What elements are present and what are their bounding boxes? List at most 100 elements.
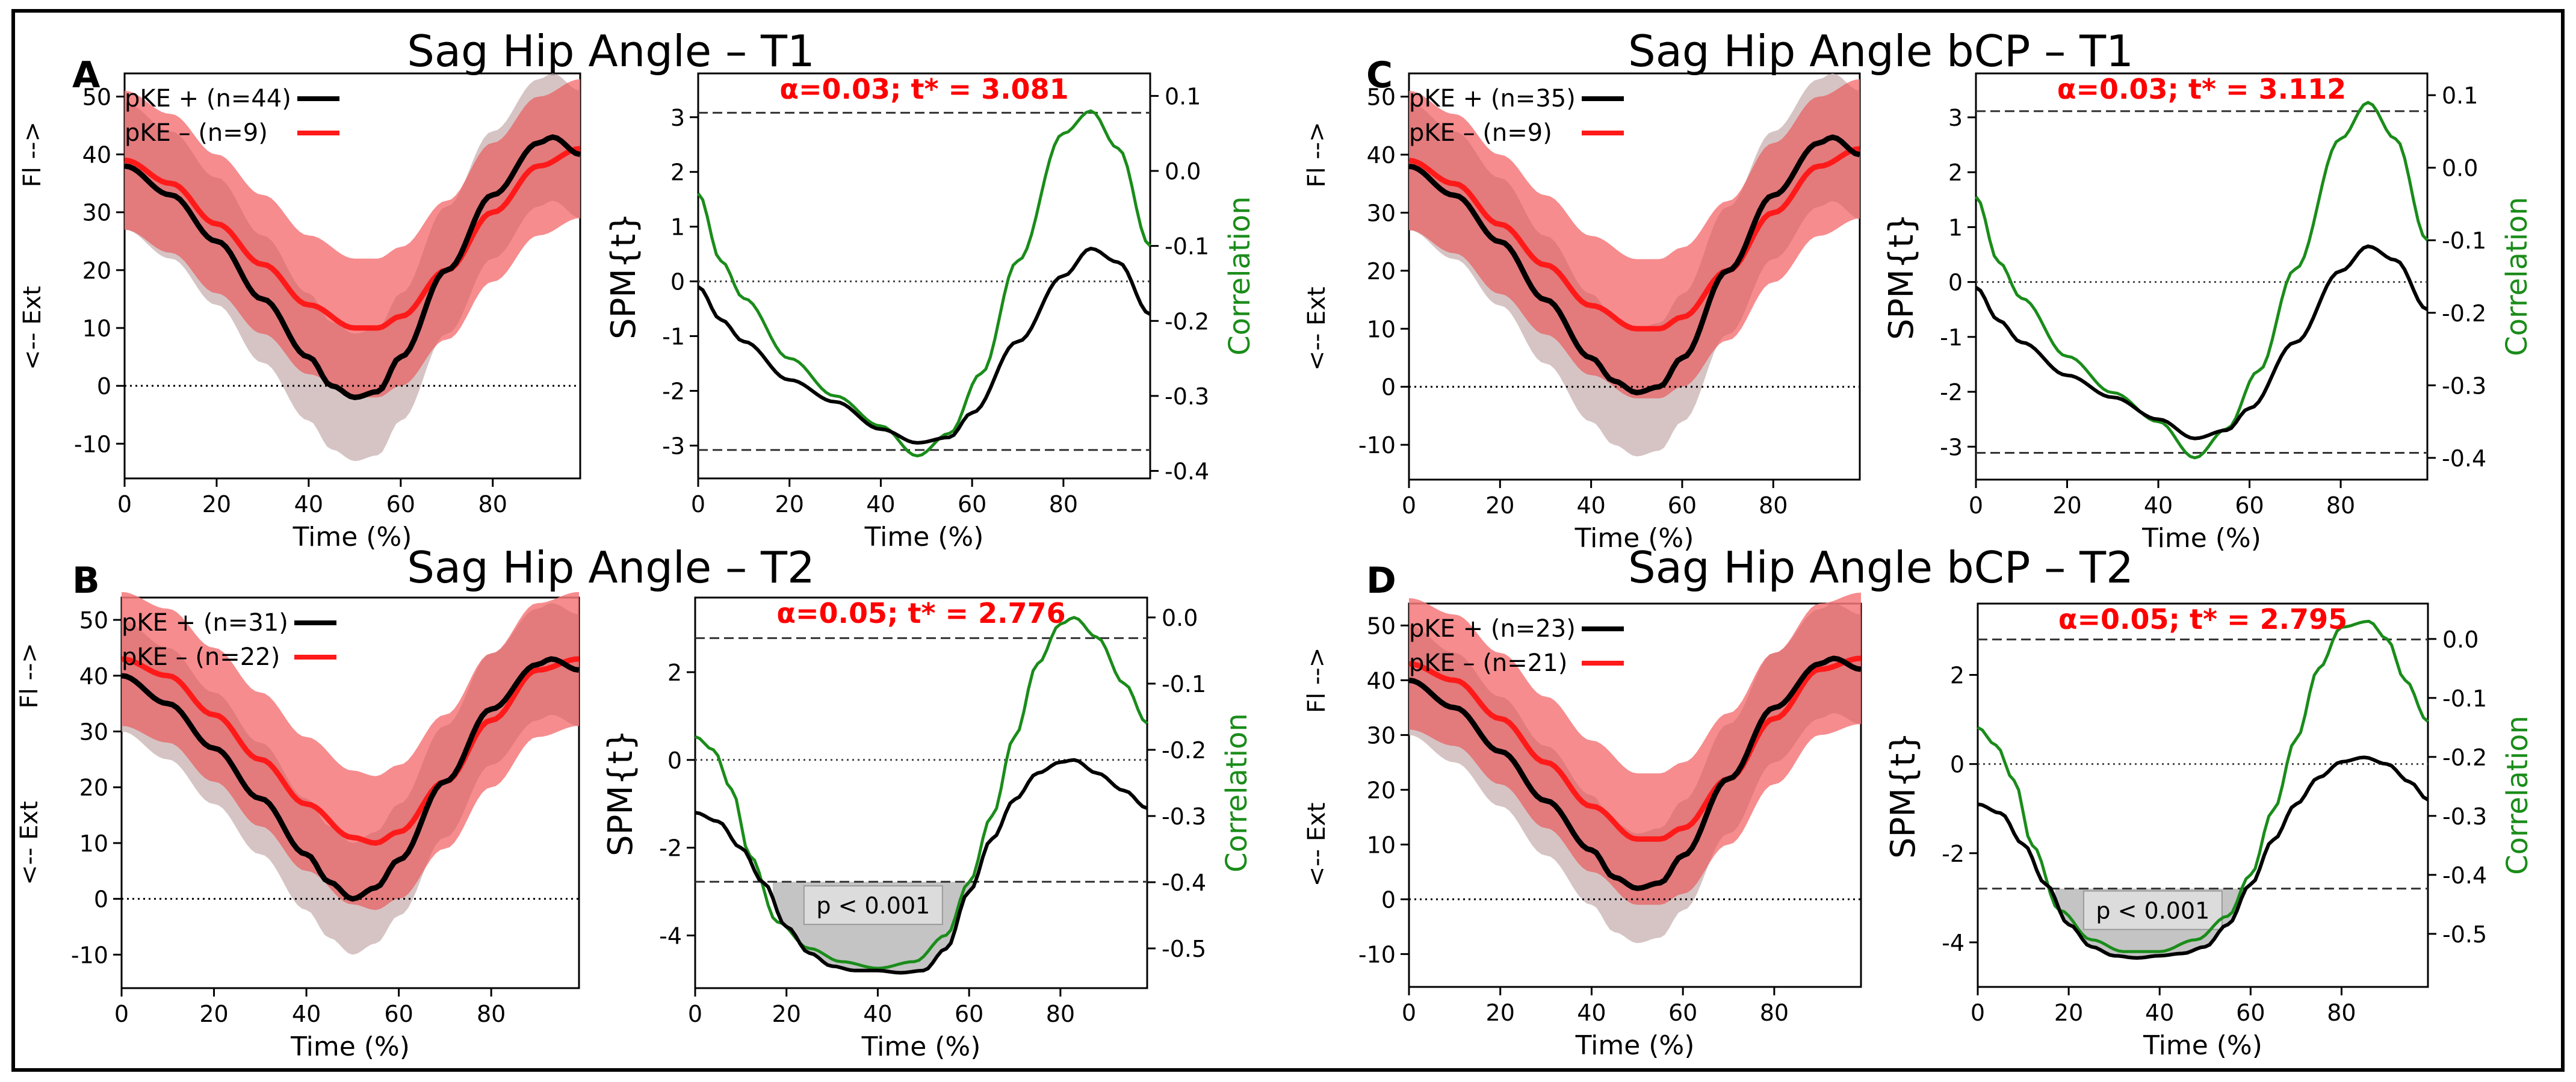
x-tick-label: 60: [958, 491, 986, 518]
x-tick-label: 40: [1576, 492, 1605, 519]
y2-tick-label: 0.0: [2442, 626, 2478, 653]
panel-letter-b: B: [72, 560, 100, 602]
y-tick-label: 50: [1367, 613, 1396, 639]
spm-t-line: [1977, 755, 2429, 960]
spm-t-line: [695, 758, 1148, 975]
x-tick-label: 0: [691, 491, 705, 518]
pke-plus-overlap-band: [1409, 73, 1860, 457]
y-tick-label: 0: [1381, 886, 1396, 913]
y2-tick-label: -0.4: [2442, 445, 2486, 472]
y-axis-label-flexion: Fl -->: [1303, 122, 1331, 187]
y2-tick-label: -0.3: [1165, 383, 1209, 410]
x-tick-label: 80: [2327, 1000, 2356, 1026]
legend-label-pke-minus: pKE – (n=9): [1409, 119, 1552, 147]
x-tick-label: 80: [1760, 1000, 1789, 1026]
y-tick-label: 50: [79, 607, 108, 634]
plot-frame: [697, 72, 1151, 480]
panel-letter-c: C: [1366, 54, 1393, 96]
y-axis-label: SPM{t}: [1882, 213, 1921, 340]
y-tick-label: -3: [662, 433, 685, 459]
y-axis-label: SPM{t}: [604, 212, 643, 339]
y2-tick-label: -0.2: [1165, 308, 1209, 335]
y-tick-label: -3: [1940, 434, 1963, 460]
x-tick-label: 60: [384, 1001, 413, 1027]
y-tick-label: -10: [74, 431, 111, 457]
y-tick-label: 20: [82, 258, 111, 284]
y2-tick-label: -0.4: [1162, 870, 1206, 896]
y2-tick-label: 0.1: [2442, 82, 2478, 109]
legend-label-pke-plus: pKE + (n=23): [1409, 615, 1576, 643]
y2-tick-label: -0.4: [1165, 459, 1209, 485]
x-tick-label: 60: [1668, 492, 1697, 519]
y-tick-label: 20: [1367, 258, 1396, 285]
y-tick-label: 2: [1950, 663, 1965, 689]
x-tick-label: 20: [2052, 492, 2081, 519]
pke-minus-line: [124, 146, 581, 331]
y2-tick-label: -0.5: [2442, 921, 2487, 948]
cluster-label-box: [803, 885, 943, 926]
axes: -0.4-0.3-0.2-0.10.00.1CorrelationSPM{t}-…: [1882, 72, 2534, 554]
correlation-line: [695, 616, 1148, 970]
y-tick-label: 50: [1367, 84, 1396, 111]
plot-frame: [1408, 602, 1862, 988]
x-tick-label: 0: [1969, 492, 1983, 519]
pke-plus-overlap-band: [125, 73, 580, 462]
x-tick-label: 40: [866, 491, 895, 518]
legend-label-pke-minus: pKE – (n=22): [122, 643, 280, 671]
y2-tick-label: 0.0: [2442, 155, 2478, 182]
threshold-label: α=0.05; t* = 2.776: [776, 597, 1065, 629]
x-tick-label: 0: [688, 1001, 702, 1027]
chart-b-spm: -0.5 -0.4 -0.3 -0.2 -0.1 0.0 Correlation SPM{t}…: [601, 596, 1254, 1062]
x-tick-label: 0: [1971, 1000, 1985, 1026]
y-tick-label: 10: [1367, 832, 1396, 858]
x-tick-label: 40: [1577, 1000, 1606, 1026]
y-tick-label: -4: [1942, 930, 1965, 956]
panel-title-c: Sag Hip Angle bCP – T1: [1628, 26, 2134, 76]
y-tick-label: 3: [670, 105, 685, 131]
pke-plus-line: [1408, 134, 1861, 395]
x-tick-label: 20: [772, 1001, 801, 1027]
y-tick-label: -2: [659, 835, 682, 862]
legend-label-pke-plus: pKE + (n=35): [1409, 85, 1576, 113]
x-tick-label: 80: [1049, 491, 1078, 518]
y2-tick-label: 0.1: [1165, 83, 1201, 110]
y2-tick-label: -0.5: [1162, 936, 1206, 962]
x-axis-label: Time (%): [861, 1031, 981, 1062]
x-tick-label: 60: [2236, 1000, 2265, 1026]
x-axis-label: Time (%): [1574, 523, 1694, 554]
x-tick-label: 20: [1486, 1000, 1515, 1026]
cluster-label: p < 0.001: [816, 892, 930, 919]
y-axis-label-flexion: Fl -->: [1303, 648, 1331, 713]
y-tick-label: -2: [1942, 841, 1965, 867]
x-tick-label: 0: [1402, 492, 1416, 519]
y2-tick-label: -0.3: [1162, 803, 1206, 830]
x-axis-label: Time (%): [1575, 1030, 1695, 1061]
spm-t-line: [697, 246, 1151, 445]
legend-label-pke-minus: pKE – (n=21): [1409, 649, 1567, 677]
y-tick-label: -1: [662, 324, 685, 350]
pke-minus-line: [121, 656, 580, 846]
y-tick-label: 30: [82, 200, 111, 226]
x-tick-label: 80: [2326, 492, 2355, 519]
pke-minus-sd-band: [122, 592, 579, 910]
y2-tick-label: 0.0: [1162, 605, 1198, 631]
x-tick-label: 20: [2054, 1000, 2083, 1026]
plot-frame: [694, 596, 1148, 989]
correlation-line: [1977, 619, 2429, 953]
x-tick-label: 80: [478, 491, 507, 518]
x-tick-label: 40: [863, 1001, 892, 1027]
pke-plus-line: [1408, 655, 1862, 891]
y-axis-label-extension: <-- Ext: [16, 801, 43, 885]
y-tick-label: 20: [1367, 777, 1396, 803]
pke-minus-line: [1408, 655, 1862, 842]
pke-plus-line: [124, 134, 581, 400]
y2-tick-label: -0.4: [2442, 862, 2487, 889]
y2-axis-label: Correlation: [2501, 716, 2534, 875]
y-tick-label: 1: [1948, 214, 1963, 241]
correlation-line: [1974, 100, 2429, 460]
y-tick-label: 0: [1948, 270, 1963, 296]
cluster-label-box: [2082, 890, 2223, 930]
axes: -0.5 -0.4 -0.3 -0.2 -0.1 0.0 Correlation SPM{t}…: [601, 596, 1254, 1062]
y-axis-label: SPM{t}: [1884, 732, 1923, 859]
y-tick-label: 0: [1381, 374, 1396, 401]
